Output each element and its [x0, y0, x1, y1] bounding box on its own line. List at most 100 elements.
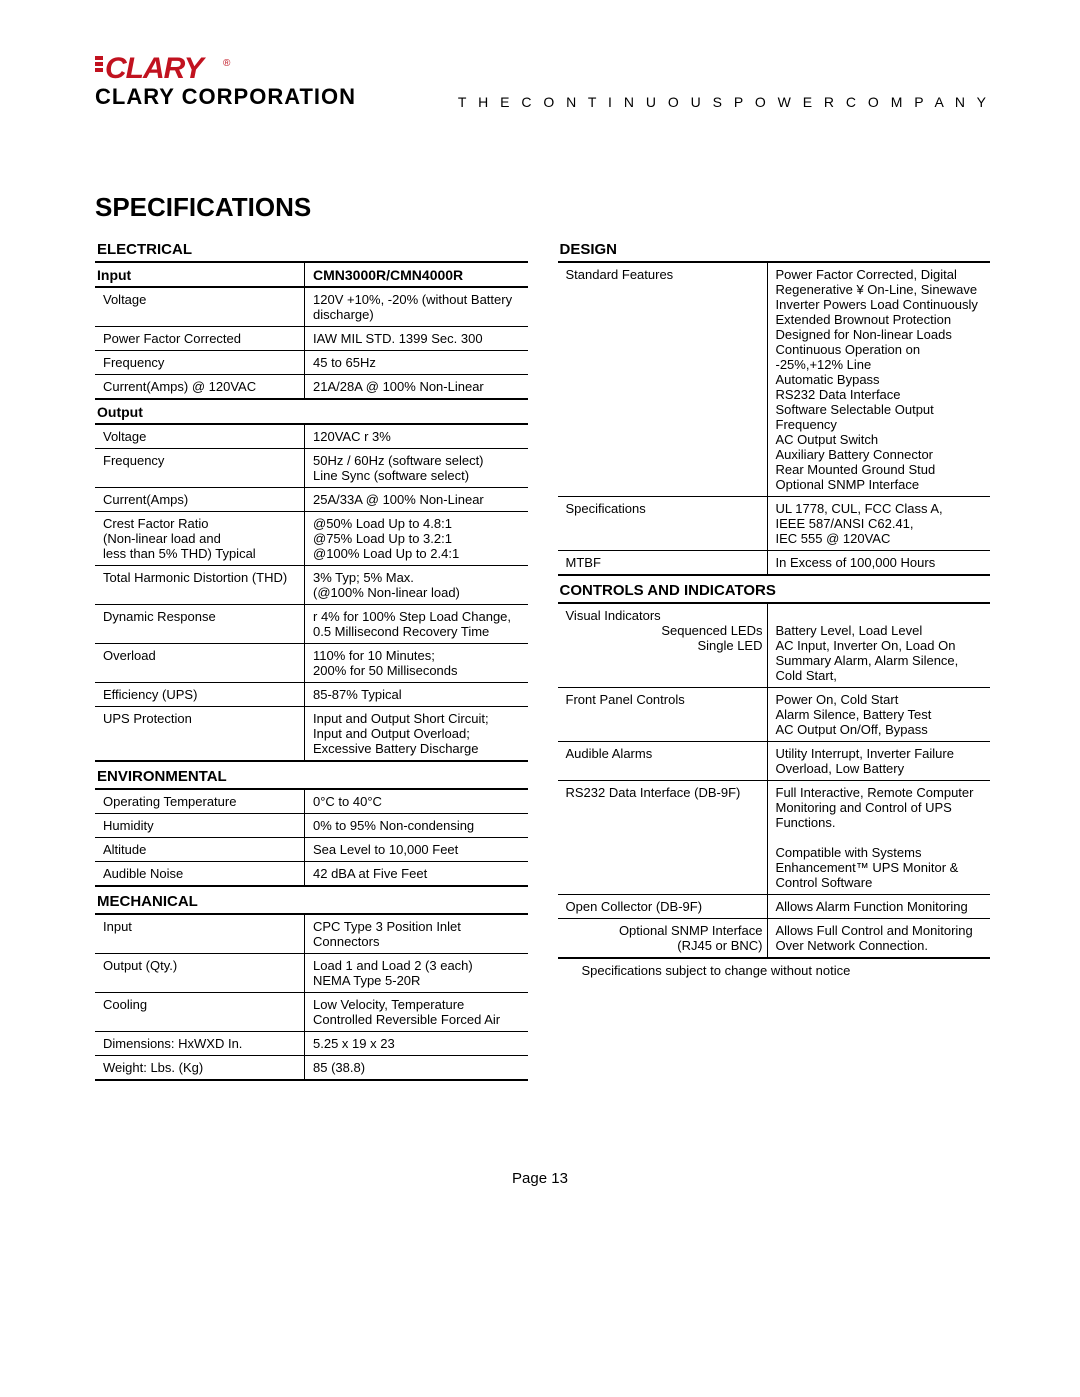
output-subheader: Output [95, 400, 528, 425]
row-value: Power Factor Corrected, Digital Regenera… [768, 263, 991, 496]
logo: CLARY ® CLARY CORPORATION [95, 50, 405, 112]
row-label: Audible Noise [95, 862, 305, 885]
single-led-value: AC Input, Inverter On, Load On Summary A… [776, 638, 959, 683]
row-value: Allows Full Control and Monitoring Over … [768, 919, 991, 957]
row-label: UPS Protection [95, 707, 305, 760]
table-row: Audible Noise42 dBA at Five Feet [95, 862, 528, 887]
row-value: Load 1 and Load 2 (3 each) NEMA Type 5-2… [305, 954, 528, 992]
table-row: Weight: Lbs. (Kg)85 (38.8) [95, 1056, 528, 1081]
row-value: 21A/28A @ 100% Non-Linear [305, 375, 528, 398]
table-row: MTBFIn Excess of 100,000 Hours [558, 551, 991, 576]
table-row: Efficiency (UPS)85-87% Typical [95, 683, 528, 707]
row-value: 0% to 95% Non-condensing [305, 814, 528, 837]
right-column: DESIGN Standard FeaturesPower Factor Cor… [558, 237, 991, 1081]
table-row: Total Harmonic Distortion (THD)3% Typ; 5… [95, 566, 528, 605]
table-row: Audible AlarmsUtility Interrupt, Inverte… [558, 742, 991, 781]
table-row: Front Panel ControlsPower On, Cold Start… [558, 688, 991, 742]
controls-header: CONTROLS AND INDICATORS [558, 578, 991, 604]
row-value: 45 to 65Hz [305, 351, 528, 374]
single-led-label: Single LED [566, 638, 763, 653]
row-label: Power Factor Corrected [95, 327, 305, 350]
row-label: Voltage [95, 288, 305, 326]
table-row: Frequency50Hz / 60Hz (software select) L… [95, 449, 528, 488]
page-title: SPECIFICATIONS [95, 192, 990, 223]
row-value: 42 dBA at Five Feet [305, 862, 528, 885]
row-value: Full Interactive, Remote Computer Monito… [768, 781, 991, 894]
visual-indicators-label: Visual Indicators [566, 608, 661, 623]
row-value: 25A/33A @ 100% Non-Linear [305, 488, 528, 511]
sequenced-leds-label: Sequenced LEDs [566, 623, 763, 638]
table-row: SpecificationsUL 1778, CUL, FCC Class A,… [558, 497, 991, 551]
table-row: Open Collector (DB-9F)Allows Alarm Funct… [558, 895, 991, 919]
mech-rows: InputCPC Type 3 Position Inlet Connector… [95, 915, 528, 1081]
row-value: In Excess of 100,000 Hours [768, 551, 991, 574]
design-header: DESIGN [558, 237, 991, 263]
table-row: RS232 Data Interface (DB-9F)Full Interac… [558, 781, 991, 895]
row-value: @50% Load Up to 4.8:1 @75% Load Up to 3.… [305, 512, 528, 565]
svg-text:CLARY CORPORATION: CLARY CORPORATION [95, 84, 356, 109]
row-label: Altitude [95, 838, 305, 861]
row-label: Humidity [95, 814, 305, 837]
sequenced-leds-value: Battery Level, Load Level [776, 623, 923, 638]
row-label: Output (Qty.) [95, 954, 305, 992]
row-value: 120V +10%, -20% (without Battery dischar… [305, 288, 528, 326]
row-label: Input [95, 915, 305, 953]
row-value: 5.25 x 19 x 23 [305, 1032, 528, 1055]
row-label: Dimensions: HxWXD In. [95, 1032, 305, 1055]
output-rows: Voltage120VAC r 3%Frequency50Hz / 60Hz (… [95, 425, 528, 762]
row-label: Frequency [95, 449, 305, 487]
tagline: T H E C O N T I N U O U S P O W E R C O … [458, 94, 990, 112]
row-label: Front Panel Controls [558, 688, 768, 741]
row-label: Current(Amps) [95, 488, 305, 511]
table-row: Overload110% for 10 Minutes; 200% for 50… [95, 644, 528, 683]
row-label: Total Harmonic Distortion (THD) [95, 566, 305, 604]
env-header: ENVIRONMENTAL [95, 764, 528, 790]
row-value: 50Hz / 60Hz (software select) Line Sync … [305, 449, 528, 487]
row-value: Allows Alarm Function Monitoring [768, 895, 991, 918]
row-label: Crest Factor Ratio (Non-linear load and … [95, 512, 305, 565]
table-row: Frequency45 to 65Hz [95, 351, 528, 375]
row-label: MTBF [558, 551, 768, 574]
controls-rows: Front Panel ControlsPower On, Cold Start… [558, 688, 991, 959]
svg-text:CLARY: CLARY [105, 52, 207, 85]
table-row: Optional SNMP Interface (RJ45 or BNC)All… [558, 919, 991, 959]
table-row: Voltage120VAC r 3% [95, 425, 528, 449]
row-value: 3% Typ; 5% Max. (@100% Non-linear load) [305, 566, 528, 604]
table-row: Output (Qty.)Load 1 and Load 2 (3 each) … [95, 954, 528, 993]
table-row: Operating Temperature0°C to 40°C [95, 790, 528, 814]
row-label: Optional SNMP Interface (RJ45 or BNC) [558, 919, 768, 957]
table-row: Power Factor CorrectedIAW MIL STD. 1399 … [95, 327, 528, 351]
row-value: 85-87% Typical [305, 683, 528, 706]
model-subheader: CMN3000R/CMN4000R [305, 263, 528, 286]
input-rows: Voltage120V +10%, -20% (without Battery … [95, 288, 528, 400]
mech-header: MECHANICAL [95, 889, 528, 915]
left-column: ELECTRICAL Input CMN3000R/CMN4000R Volta… [95, 237, 528, 1081]
row-value: 85 (38.8) [305, 1056, 528, 1079]
row-value: 110% for 10 Minutes; 200% for 50 Millise… [305, 644, 528, 682]
electrical-header: ELECTRICAL [95, 237, 528, 263]
row-label: Weight: Lbs. (Kg) [95, 1056, 305, 1079]
row-value: CPC Type 3 Position Inlet Connectors [305, 915, 528, 953]
input-subheader: Input [95, 263, 305, 286]
page-number: Page 13 [0, 1170, 1080, 1187]
row-value: 0°C to 40°C [305, 790, 528, 813]
row-label: Open Collector (DB-9F) [558, 895, 768, 918]
row-value: Utility Interrupt, Inverter Failure Over… [768, 742, 991, 780]
table-row: Standard FeaturesPower Factor Corrected,… [558, 263, 991, 497]
row-label: Audible Alarms [558, 742, 768, 780]
row-label: Specifications [558, 497, 768, 550]
visual-indicators-row: Visual Indicators Sequenced LEDs Single … [558, 604, 991, 688]
svg-text:®: ® [223, 58, 231, 69]
row-value: Power On, Cold Start Alarm Silence, Batt… [768, 688, 991, 741]
table-row: InputCPC Type 3 Position Inlet Connector… [95, 915, 528, 954]
row-value: Low Velocity, Temperature Controlled Rev… [305, 993, 528, 1031]
footnote: Specifications subject to change without… [558, 959, 991, 978]
table-row: Current(Amps)25A/33A @ 100% Non-Linear [95, 488, 528, 512]
row-label: Current(Amps) @ 120VAC [95, 375, 305, 398]
env-rows: Operating Temperature0°C to 40°CHumidity… [95, 790, 528, 887]
table-row: Current(Amps) @ 120VAC21A/28A @ 100% Non… [95, 375, 528, 400]
table-row: AltitudeSea Level to 10,000 Feet [95, 838, 528, 862]
table-row: Crest Factor Ratio (Non-linear load and … [95, 512, 528, 566]
row-value: Input and Output Short Circuit; Input an… [305, 707, 528, 760]
row-label: Standard Features [558, 263, 768, 496]
